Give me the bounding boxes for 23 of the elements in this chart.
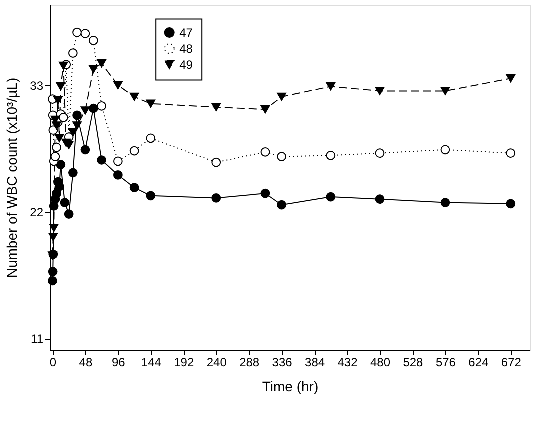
x-tick-label: 672 (501, 356, 522, 370)
y-tick-label: 33 (30, 79, 44, 93)
x-tick-label: 0 (50, 356, 57, 370)
x-tick-label: 192 (174, 356, 194, 370)
x-tick-label: 288 (240, 356, 260, 370)
y-tick-label: 11 (31, 332, 44, 346)
x-tick-label: 624 (468, 356, 490, 370)
x-tick-label: 144 (141, 356, 162, 370)
legend-label: 49 (180, 58, 194, 72)
x-tick-label: 528 (403, 356, 424, 370)
y-axis-title: Number of WBC count (x10³/µL) (4, 78, 20, 278)
x-tick-label: 576 (436, 356, 456, 370)
x-tick-label: 48 (79, 356, 93, 370)
x-tick-label: 336 (272, 356, 293, 370)
x-tick-label: 432 (338, 356, 358, 370)
legend-label: 47 (180, 26, 194, 40)
x-tick-label: 384 (305, 356, 326, 370)
y-tick-label: 22 (30, 206, 44, 220)
x-tick-label: 480 (370, 356, 391, 370)
x-tick-label: 240 (206, 356, 228, 370)
x-tick-label: 96 (112, 356, 126, 370)
x-axis-title: Time (hr) (262, 378, 319, 394)
legend-label: 48 (180, 42, 194, 56)
